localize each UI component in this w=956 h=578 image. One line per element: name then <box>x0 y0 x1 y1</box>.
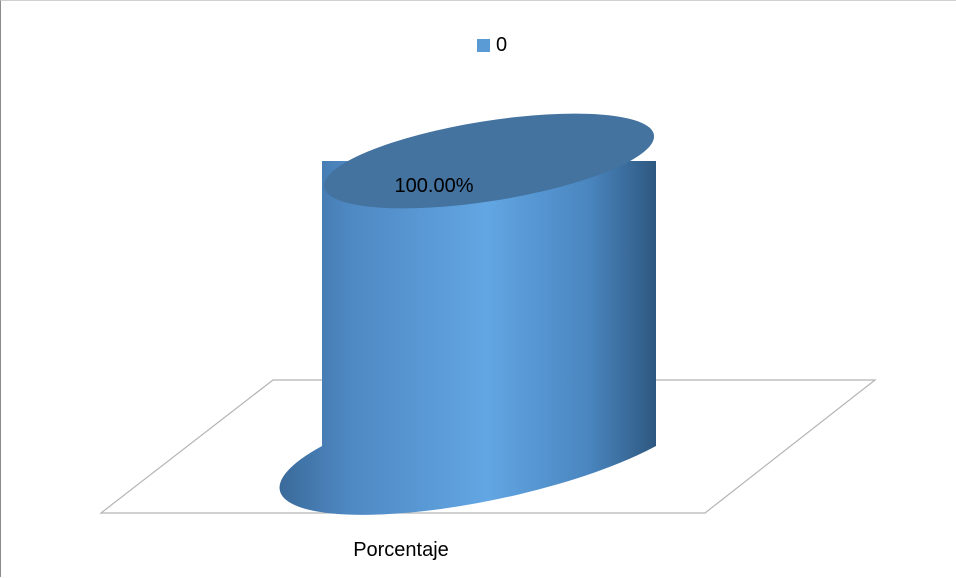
bar-group <box>279 113 656 515</box>
category-label: Porcentaje <box>353 539 449 561</box>
bar-body <box>279 161 656 515</box>
legend-label: 0 <box>496 33 508 56</box>
bar-top <box>323 113 655 209</box>
legend: 0 <box>477 34 507 56</box>
legend-swatch <box>477 38 490 52</box>
data-label: 100.00% <box>395 175 474 197</box>
floor-plane <box>99 379 877 514</box>
